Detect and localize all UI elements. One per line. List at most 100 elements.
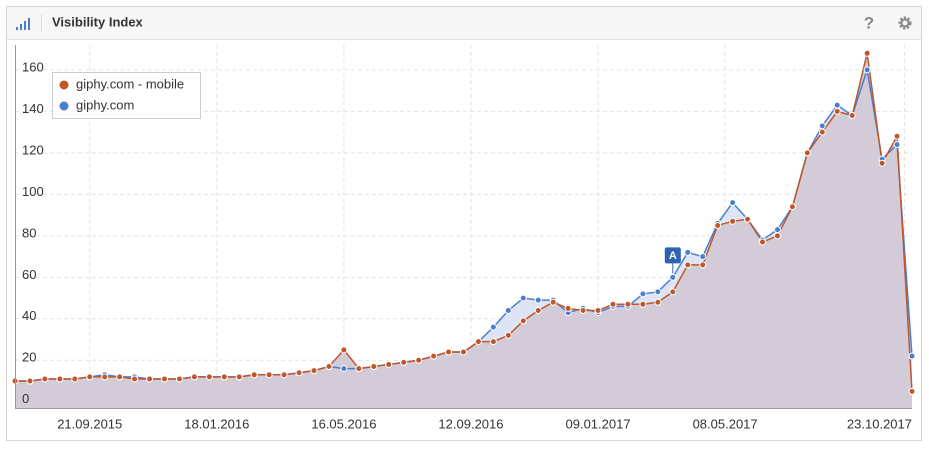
data-point (549, 298, 557, 306)
data-point (803, 149, 811, 157)
legend-box (52, 72, 201, 119)
settings-icon[interactable] (898, 16, 912, 30)
data-point (265, 371, 273, 379)
data-point (833, 101, 841, 109)
data-point (131, 375, 139, 383)
data-point (788, 203, 796, 211)
data-point (729, 199, 737, 207)
data-point (759, 238, 766, 246)
data-point (594, 307, 602, 315)
data-point (818, 128, 826, 136)
x-tick-label: 08.05.2017 (693, 416, 758, 431)
y-tick-label: 100 (22, 184, 44, 199)
data-point (699, 253, 707, 261)
data-point (161, 375, 168, 383)
y-tick-label: 20 (22, 350, 36, 365)
data-point (654, 298, 662, 306)
data-point (893, 141, 901, 149)
help-icon[interactable]: ? (864, 13, 874, 32)
data-point (370, 363, 378, 371)
chart-icon (16, 18, 30, 30)
annotation-label: A (669, 250, 677, 262)
data-point (773, 232, 781, 240)
x-tick-label: 16.05.2016 (311, 416, 376, 431)
data-point (504, 307, 512, 315)
data-point (190, 373, 198, 381)
data-point (744, 215, 752, 223)
y-tick-label: 80 (22, 225, 36, 240)
data-point (863, 49, 871, 57)
y-tick-label: 120 (22, 142, 44, 157)
data-point (340, 365, 348, 373)
data-point (220, 373, 228, 381)
data-point (534, 296, 542, 304)
legend-label: giphy.com (76, 97, 134, 112)
data-point (609, 300, 617, 308)
data-point (445, 348, 453, 356)
data-point (295, 369, 303, 377)
data-point (205, 373, 213, 381)
legend-label: giphy.com - mobile (76, 76, 184, 91)
annotation-flag (664, 247, 681, 264)
data-point (474, 338, 482, 346)
x-tick-label: 09.01.2017 (566, 416, 631, 431)
data-point (534, 307, 542, 315)
data-point (250, 371, 258, 379)
data-point (669, 288, 677, 296)
data-point (714, 221, 722, 229)
data-point (639, 290, 647, 298)
plot: 0 20 40 60 80 100 120 140 160 21.09.2015 18.01.201… (11, 45, 916, 431)
y-tick-label: 0 (22, 391, 29, 406)
data-point (385, 360, 393, 368)
widget-title: Visibility Index (52, 14, 144, 29)
data-point (833, 107, 841, 115)
data-point (430, 352, 438, 360)
data-point (729, 217, 737, 225)
data-point (684, 261, 692, 269)
data-point (669, 273, 677, 281)
data-point (489, 338, 497, 346)
data-point (175, 375, 183, 383)
data-point (519, 294, 527, 302)
data-point (624, 300, 632, 308)
data-point (400, 358, 408, 366)
y-tick-label: 40 (22, 308, 36, 323)
data-point (460, 348, 467, 356)
data-point (489, 323, 497, 331)
data-point (908, 352, 916, 360)
data-point (71, 375, 79, 383)
data-point (86, 373, 94, 381)
data-point (355, 365, 363, 373)
y-tick-label: 140 (22, 101, 44, 116)
x-tick-label: 18.01.2016 (184, 416, 249, 431)
data-point (310, 367, 318, 375)
data-point (818, 122, 826, 130)
data-point (639, 300, 647, 308)
data-point (893, 132, 901, 140)
data-point (848, 112, 856, 120)
data-point (235, 373, 243, 381)
data-point (41, 375, 49, 383)
panel-header (7, 7, 921, 39)
legend-marker (59, 80, 69, 90)
data-point (56, 375, 64, 383)
data-point (519, 317, 527, 325)
legend-marker (59, 101, 69, 111)
data-point (579, 307, 587, 315)
data-point (26, 377, 34, 385)
data-point (146, 375, 154, 383)
data-point (504, 331, 512, 339)
data-point (101, 373, 109, 381)
x-tick-label: 21.09.2015 (57, 416, 122, 431)
data-point (116, 373, 124, 381)
data-point (280, 371, 288, 379)
data-point (415, 356, 423, 364)
x-tick-label: 12.09.2016 (438, 416, 503, 431)
data-point (878, 159, 886, 167)
data-point (908, 387, 916, 395)
data-point (340, 346, 348, 354)
data-point (325, 363, 333, 371)
series-area (15, 53, 912, 408)
data-point (863, 66, 871, 74)
